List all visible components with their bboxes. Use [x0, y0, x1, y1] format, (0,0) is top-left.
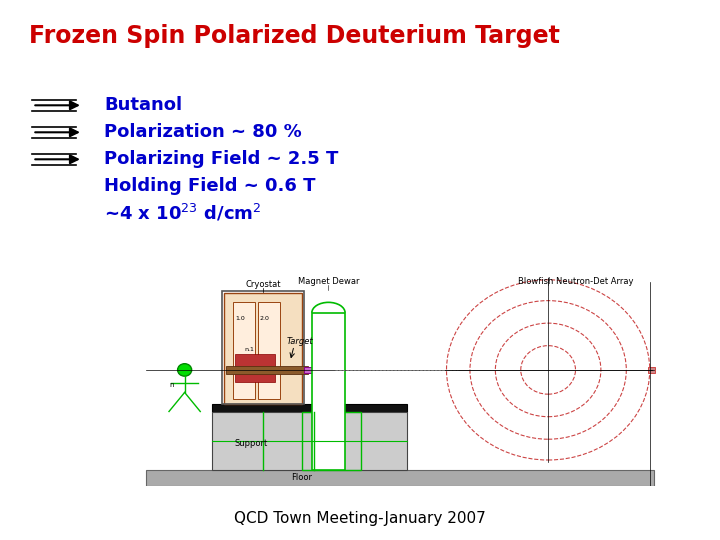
Text: Holding Field ~ 0.6 T: Holding Field ~ 0.6 T — [104, 177, 316, 195]
Text: Floor: Floor — [292, 472, 312, 482]
Bar — [304, 367, 329, 373]
Text: Polarization ~ 80 %: Polarization ~ 80 % — [104, 123, 302, 141]
Text: Magnet Dewar: Magnet Dewar — [297, 278, 359, 286]
Text: Butanol: Butanol — [104, 96, 183, 114]
Bar — [222, 291, 304, 404]
Text: Blowfish Neutron-Det Array: Blowfish Neutron-Det Array — [518, 278, 633, 286]
Text: Target: Target — [287, 337, 313, 346]
Text: n: n — [169, 382, 174, 388]
Bar — [224, 293, 302, 404]
Text: QCD Town Meeting-January 2007: QCD Town Meeting-January 2007 — [234, 511, 486, 526]
Text: Cryostat: Cryostat — [245, 280, 281, 289]
Text: 2.0: 2.0 — [260, 316, 270, 321]
Text: n.1: n.1 — [244, 347, 254, 352]
Bar — [648, 367, 654, 373]
Text: Support: Support — [235, 439, 268, 448]
Bar — [302, 411, 361, 470]
Bar — [258, 302, 279, 400]
Circle shape — [178, 363, 192, 376]
Text: Frozen Spin Polarized Deuterium Target: Frozen Spin Polarized Deuterium Target — [29, 24, 559, 48]
Bar — [233, 302, 255, 400]
Text: Polarizing Field ~ 2.5 T: Polarizing Field ~ 2.5 T — [104, 150, 339, 168]
Bar — [212, 411, 408, 470]
Text: 1.0: 1.0 — [235, 316, 245, 321]
Bar — [145, 470, 654, 486]
Text: ~4 x 10$^{23}$ d/cm$^{2}$: ~4 x 10$^{23}$ d/cm$^{2}$ — [104, 202, 262, 224]
Bar — [212, 404, 408, 411]
Bar — [235, 354, 274, 382]
Bar — [312, 313, 345, 470]
Bar — [225, 366, 307, 374]
